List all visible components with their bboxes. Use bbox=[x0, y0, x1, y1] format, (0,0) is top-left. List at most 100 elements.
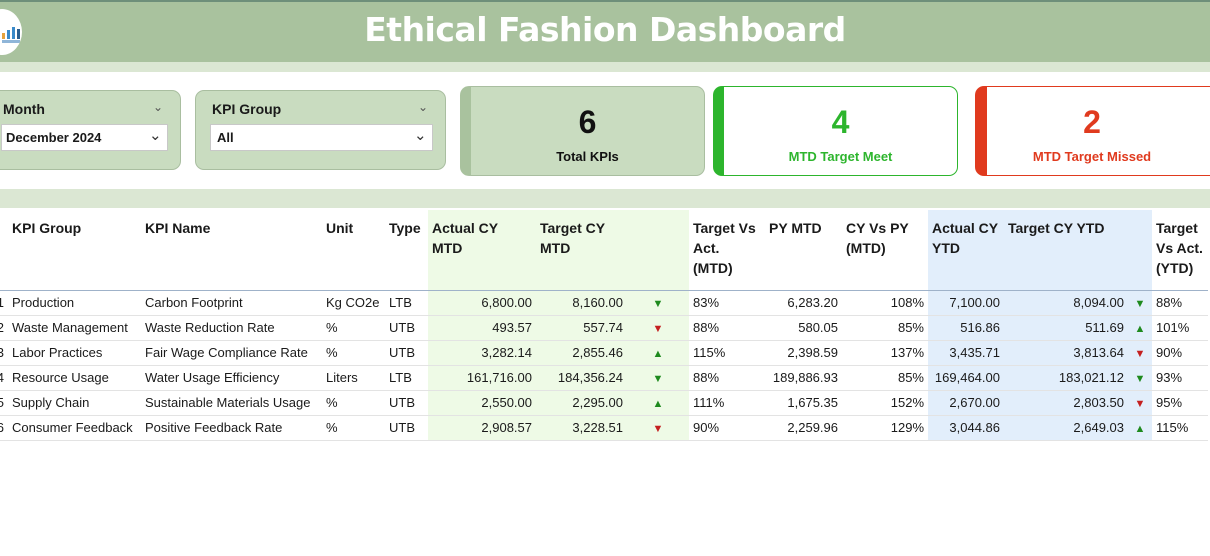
table-row[interactable]: 1 Production Carbon Footprint Kg CO2e LT… bbox=[0, 290, 1208, 316]
table-row[interactable]: 6 Consumer Feedback Positive Feedback Ra… bbox=[0, 415, 1208, 441]
cell-actual-cy-ytd: 169,464.00 bbox=[928, 365, 1004, 391]
cell-actual-cy-mtd: 2,550.00 bbox=[428, 390, 536, 416]
mtd-target-meet-label: MTD Target Meet bbox=[788, 149, 893, 164]
cell-icon-ytd: ▼ bbox=[1128, 340, 1152, 366]
col-header-icon-mtd bbox=[627, 210, 689, 291]
kpi-group-dropdown-value: All bbox=[217, 130, 234, 145]
cell-icon-mtd: ▲ bbox=[627, 340, 689, 366]
cell-target-cy-ytd: 2,649.03 bbox=[1004, 415, 1128, 441]
triangle-down-icon: ▼ bbox=[652, 298, 664, 310]
cell-unit: % bbox=[322, 315, 385, 341]
triangle-down-icon: ▼ bbox=[1134, 298, 1146, 310]
cell-cy-vs-py-mtd: 108% bbox=[842, 290, 928, 316]
col-header-target-vs-act-ytd[interactable]: Target Vs Act. (YTD) bbox=[1152, 210, 1208, 291]
triangle-down-icon: ▼ bbox=[652, 423, 664, 435]
col-header-cy-vs-py-mtd[interactable]: CY Vs PY (MTD) bbox=[842, 210, 928, 291]
cell-kpi-name: Positive Feedback Rate bbox=[141, 415, 322, 441]
table-row[interactable]: 4 Resource Usage Water Usage Efficiency … bbox=[0, 365, 1208, 391]
cell-target-vs-act-mtd: 88% bbox=[689, 315, 765, 341]
month-dropdown[interactable]: December 2024 ⌄ bbox=[1, 124, 168, 151]
col-header-target-cy-mtd[interactable]: Target CY MTD bbox=[536, 210, 627, 291]
cell-target-cy-mtd: 8,160.00 bbox=[536, 290, 627, 316]
chevron-down-icon[interactable]: ⌄ bbox=[418, 100, 429, 114]
cell-target-cy-mtd: 557.74 bbox=[536, 315, 627, 341]
table-row[interactable]: 2 Waste Management Waste Reduction Rate … bbox=[0, 315, 1208, 341]
triangle-up-icon: ▲ bbox=[1134, 423, 1146, 435]
cell-actual-cy-ytd: 2,670.00 bbox=[928, 390, 1004, 416]
kpi-group-slicer-label: KPI Group bbox=[212, 101, 282, 117]
cell-icon-mtd: ▼ bbox=[627, 315, 689, 341]
cell-target-vs-act-mtd: 115% bbox=[689, 340, 765, 366]
divider-strip bbox=[0, 189, 1210, 208]
cell-no: 2 bbox=[0, 315, 8, 341]
cell-icon-ytd: ▲ bbox=[1128, 415, 1152, 441]
cell-icon-mtd: ▲ bbox=[627, 390, 689, 416]
cell-type: UTB bbox=[385, 315, 428, 341]
col-header-kpi-group[interactable]: KPI Group bbox=[8, 210, 141, 291]
cell-actual-cy-mtd: 2,908.57 bbox=[428, 415, 536, 441]
chevron-down-icon[interactable]: ⌄ bbox=[153, 100, 164, 114]
col-header-py-mtd[interactable]: PY MTD bbox=[765, 210, 842, 291]
month-slicer: Month ⌄ December 2024 ⌄ bbox=[0, 90, 181, 170]
cell-kpi-name: Water Usage Efficiency bbox=[141, 365, 322, 391]
triangle-down-icon: ▼ bbox=[652, 323, 664, 335]
triangle-up-icon: ▲ bbox=[652, 398, 664, 410]
table-header-row: KPI Group KPI Name Unit Type Actual CY M… bbox=[0, 210, 1208, 291]
cell-kpi-name: Sustainable Materials Usage bbox=[141, 390, 322, 416]
cell-py-mtd: 2,398.59 bbox=[765, 340, 842, 366]
cell-target-cy-mtd: 3,228.51 bbox=[536, 415, 627, 441]
cell-actual-cy-mtd: 6,800.00 bbox=[428, 290, 536, 316]
cell-cy-vs-py-mtd: 137% bbox=[842, 340, 928, 366]
cell-actual-cy-ytd: 516.86 bbox=[928, 315, 1004, 341]
cell-icon-mtd: ▼ bbox=[627, 290, 689, 316]
cell-kpi-group: Labor Practices bbox=[8, 340, 141, 366]
chevron-down-icon: ⌄ bbox=[414, 127, 427, 144]
col-header-icon-ytd bbox=[1128, 210, 1152, 291]
cell-unit: % bbox=[322, 340, 385, 366]
cell-py-mtd: 2,259.96 bbox=[765, 415, 842, 441]
cell-kpi-group: Production bbox=[8, 290, 141, 316]
cell-target-vs-act-ytd: 93% bbox=[1152, 365, 1208, 391]
cell-kpi-name: Carbon Footprint bbox=[141, 290, 322, 316]
table-row[interactable]: 3 Labor Practices Fair Wage Compliance R… bbox=[0, 340, 1208, 366]
col-header-target-cy-ytd[interactable]: Target CY YTD bbox=[1004, 210, 1128, 291]
table-row[interactable]: 5 Supply Chain Sustainable Materials Usa… bbox=[0, 390, 1208, 416]
cell-no: 5 bbox=[0, 390, 8, 416]
cell-actual-cy-ytd: 3,435.71 bbox=[928, 340, 1004, 366]
month-dropdown-value: December 2024 bbox=[6, 130, 102, 145]
cell-target-vs-act-ytd: 95% bbox=[1152, 390, 1208, 416]
divider-strip bbox=[0, 62, 1210, 72]
triangle-up-icon: ▲ bbox=[652, 348, 664, 360]
col-header-type[interactable]: Type bbox=[385, 210, 428, 291]
cell-type: UTB bbox=[385, 415, 428, 441]
cell-icon-ytd: ▼ bbox=[1128, 390, 1152, 416]
logo-icon bbox=[0, 9, 22, 55]
cell-icon-ytd: ▼ bbox=[1128, 290, 1152, 316]
triangle-down-icon: ▼ bbox=[652, 373, 664, 385]
triangle-down-icon: ▼ bbox=[1134, 373, 1146, 385]
triangle-up-icon: ▲ bbox=[1134, 323, 1146, 335]
kpi-group-dropdown[interactable]: All ⌄ bbox=[210, 124, 433, 151]
col-header-actual-cy-mtd[interactable]: Actual CY MTD bbox=[428, 210, 536, 291]
cell-icon-ytd: ▼ bbox=[1128, 365, 1152, 391]
cell-py-mtd: 189,886.93 bbox=[765, 365, 842, 391]
cell-cy-vs-py-mtd: 129% bbox=[842, 415, 928, 441]
cell-kpi-group: Resource Usage bbox=[8, 365, 141, 391]
cell-no: 6 bbox=[0, 415, 8, 441]
kpi-table: KPI Group KPI Name Unit Type Actual CY M… bbox=[0, 210, 1208, 441]
cell-type: UTB bbox=[385, 390, 428, 416]
total-kpis-value: 6 bbox=[578, 104, 597, 140]
col-header-unit[interactable]: Unit bbox=[322, 210, 385, 291]
col-header-no[interactable] bbox=[0, 210, 8, 291]
cell-target-vs-act-mtd: 111% bbox=[689, 390, 765, 416]
cell-kpi-group: Waste Management bbox=[8, 315, 141, 341]
kpi-group-slicer: KPI Group ⌄ All ⌄ bbox=[195, 90, 446, 170]
dashboard-header: Ethical Fashion Dashboard bbox=[0, 0, 1210, 62]
col-header-target-vs-act-mtd[interactable]: Target Vs Act. (MTD) bbox=[689, 210, 765, 291]
cell-target-vs-act-mtd: 88% bbox=[689, 365, 765, 391]
col-header-actual-cy-ytd[interactable]: Actual CY YTD bbox=[928, 210, 1004, 291]
mtd-target-missed-value: 2 bbox=[1083, 104, 1101, 140]
col-header-kpi-name[interactable]: KPI Name bbox=[141, 210, 322, 291]
cell-target-cy-ytd: 511.69 bbox=[1004, 315, 1128, 341]
cell-actual-cy-mtd: 3,282.14 bbox=[428, 340, 536, 366]
